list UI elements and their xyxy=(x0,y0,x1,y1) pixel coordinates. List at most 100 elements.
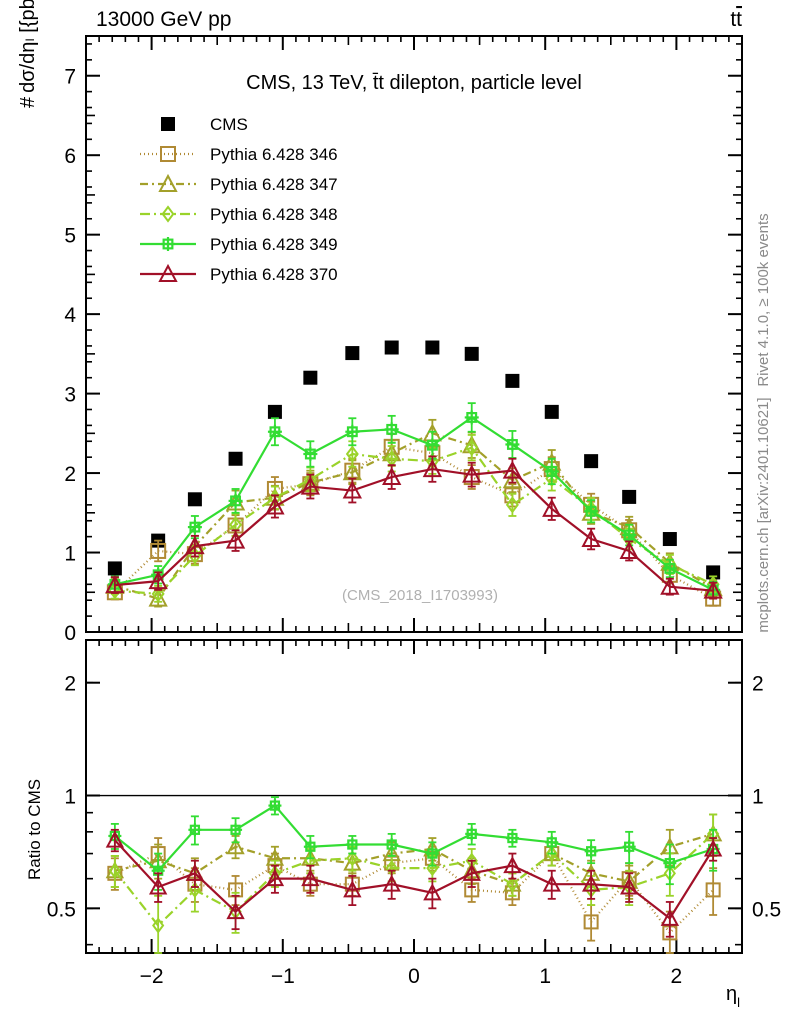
legend-label-p349: Pythia 6.428 349 xyxy=(210,235,338,254)
y-axis-label-ratio: Ratio to CMS xyxy=(25,779,44,880)
series-line xyxy=(114,416,714,591)
data-point-marker xyxy=(226,837,245,855)
ratio-y-tick-label-right: 2 xyxy=(752,673,764,696)
data-point-marker xyxy=(187,492,202,507)
data-point-marker xyxy=(660,576,680,595)
data-point-marker xyxy=(345,838,359,852)
ratio-panel-frame xyxy=(85,639,743,954)
ratio-series-line xyxy=(114,833,714,928)
y-axis-label-main: # dσ/dηₗ [{pb}] xyxy=(17,0,39,108)
main-x-ticks xyxy=(85,36,743,632)
data-point-marker xyxy=(382,874,401,892)
data-point-marker xyxy=(188,823,202,837)
data-point-marker xyxy=(303,446,318,461)
y-axis-tick-label: 3 xyxy=(64,384,76,407)
data-point-marker xyxy=(300,476,321,495)
ratio-series-line xyxy=(114,832,714,886)
data-point-marker xyxy=(148,877,168,895)
data-point-marker xyxy=(161,237,175,251)
series-pythia-6-428-348 xyxy=(108,434,720,603)
data-point-marker xyxy=(160,146,176,162)
side-label-rivet: Rivet 4.1.0, ≥ 100k events xyxy=(755,213,772,386)
y-axis-tick-label: 4 xyxy=(64,304,76,327)
data-point-marker xyxy=(663,856,677,870)
plot-title-text: CMS, 13 TeV, t̄t dilepton, particle leve… xyxy=(246,72,582,94)
data-point-marker xyxy=(343,880,362,898)
data-point-marker xyxy=(662,561,677,576)
ratio-y-ticks xyxy=(86,681,742,946)
data-point-marker xyxy=(545,845,558,862)
main-panel-frame xyxy=(85,35,743,633)
header-energy: 13000 GeV pp xyxy=(96,8,231,31)
data-point-marker xyxy=(185,863,205,881)
data-point-marker xyxy=(345,346,360,361)
data-point-marker xyxy=(346,850,359,867)
data-point-marker xyxy=(505,496,519,514)
data-point-marker xyxy=(265,496,285,515)
data-point-marker xyxy=(464,346,479,361)
data-point-marker xyxy=(544,464,559,479)
ratio-series-pythia-6-428-346 xyxy=(107,837,721,954)
data-point-marker xyxy=(619,877,639,895)
header-process: tt xyxy=(730,8,742,31)
series-pythia-6-428-370 xyxy=(105,455,723,600)
data-point-marker xyxy=(148,571,168,590)
watermark: (CMS_2018_I1703993) xyxy=(342,587,498,604)
data-point-marker xyxy=(225,530,246,549)
data-point-marker xyxy=(584,504,599,519)
header-row: 13000 GeV pp tt xyxy=(96,8,742,31)
series-pythia-6-428-347 xyxy=(105,418,723,608)
legend-label-p347: Pythia 6.428 347 xyxy=(210,175,338,194)
data-point-marker xyxy=(584,844,598,858)
data-point-marker xyxy=(150,542,167,559)
axis-labels: # dσ/dηₗ [{pb}] Ratio to CMS ηl xyxy=(17,0,740,1010)
data-point-marker xyxy=(619,540,639,559)
data-point-marker xyxy=(151,585,165,603)
data-point-marker xyxy=(301,869,320,887)
y-axis-tick-label: 0 xyxy=(64,622,76,645)
data-point-marker xyxy=(268,799,282,813)
data-point-marker xyxy=(187,520,202,535)
data-point-marker xyxy=(158,263,178,282)
data-point-marker xyxy=(662,532,677,547)
data-point-marker xyxy=(152,917,165,934)
data-point-marker xyxy=(581,874,601,892)
data-point-marker xyxy=(502,460,523,479)
data-point-marker xyxy=(267,424,282,439)
data-point-marker xyxy=(581,528,601,548)
data-point-marker xyxy=(705,882,721,898)
legend: CMS Pythia 6.428 346 Pythia 6.428 347 Pythi… xyxy=(140,115,338,284)
x-axis-tick-label: 0 xyxy=(408,965,420,988)
ratio-series-line xyxy=(114,851,714,935)
data-point-marker xyxy=(425,340,440,355)
data-point-marker xyxy=(505,831,519,845)
data-point-marker xyxy=(105,574,125,594)
main-y-tick-labels: 0 1 2 3 4 5 6 7 xyxy=(64,66,76,645)
analysis-watermark: (CMS_2018_I1703993) xyxy=(342,587,498,604)
data-point-marker xyxy=(267,404,282,419)
series-line xyxy=(114,446,714,595)
data-point-marker xyxy=(506,876,519,893)
data-point-marker xyxy=(185,536,205,555)
ratio-series-line xyxy=(114,839,715,921)
data-point-marker xyxy=(505,437,520,452)
x-axis-tick-label: 1 xyxy=(539,965,551,988)
side-label-mcplots: mcplots.cern.ch [arXiv:2401.10621] xyxy=(755,397,772,632)
data-point-marker xyxy=(228,451,243,466)
legend-label-p370: Pythia 6.428 370 xyxy=(210,265,338,284)
data-point-marker xyxy=(229,823,243,837)
plot-title: CMS, 13 TeV, t̄t dilepton, particle leve… xyxy=(246,72,582,94)
data-point-marker xyxy=(502,470,523,489)
data-point-marker xyxy=(703,580,723,599)
ratio-y-tick-label-right: 1 xyxy=(752,786,764,809)
series-line xyxy=(114,432,714,600)
ratio-y-tick-labels: 0.5 0.5 1 1 2 2 xyxy=(47,673,781,922)
data-point-marker xyxy=(584,454,599,469)
y-axis-tick-label: 6 xyxy=(64,145,76,168)
data-point-marker xyxy=(384,340,399,355)
data-point-marker xyxy=(464,410,479,425)
data-point-marker xyxy=(505,373,520,388)
data-point-marker xyxy=(384,422,399,437)
data-point-marker xyxy=(545,835,559,849)
